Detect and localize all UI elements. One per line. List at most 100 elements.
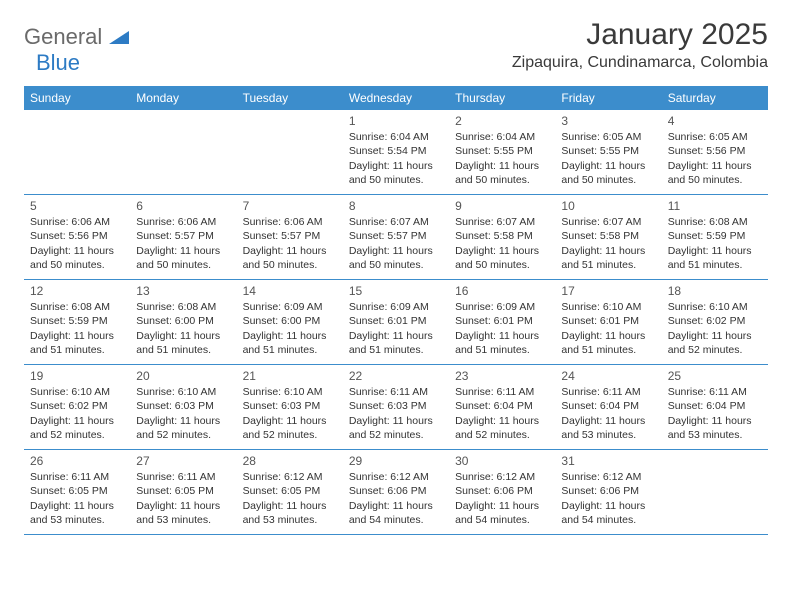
sunrise-text: Sunrise: 6:11 AM bbox=[30, 470, 124, 484]
day-cell: 5Sunrise: 6:06 AMSunset: 5:56 PMDaylight… bbox=[24, 195, 130, 279]
daylight-text: Daylight: 11 hours bbox=[455, 329, 549, 343]
daylight-text: Daylight: 11 hours bbox=[30, 499, 124, 513]
daylight-text: and 53 minutes. bbox=[136, 513, 230, 527]
day-number: 30 bbox=[455, 453, 549, 469]
daylight-text: and 50 minutes. bbox=[349, 173, 443, 187]
sunrise-text: Sunrise: 6:10 AM bbox=[243, 385, 337, 399]
day-number: 18 bbox=[668, 283, 762, 299]
day-number: 28 bbox=[243, 453, 337, 469]
sunset-text: Sunset: 6:04 PM bbox=[561, 399, 655, 413]
sunrise-text: Sunrise: 6:06 AM bbox=[243, 215, 337, 229]
sunrise-text: Sunrise: 6:12 AM bbox=[455, 470, 549, 484]
day-number: 4 bbox=[668, 113, 762, 129]
day-cell: 11Sunrise: 6:08 AMSunset: 5:59 PMDayligh… bbox=[662, 195, 768, 279]
day-cell: 2Sunrise: 6:04 AMSunset: 5:55 PMDaylight… bbox=[449, 110, 555, 194]
day-cell: 12Sunrise: 6:08 AMSunset: 5:59 PMDayligh… bbox=[24, 280, 130, 364]
day-cell: 28Sunrise: 6:12 AMSunset: 6:05 PMDayligh… bbox=[237, 450, 343, 534]
sunrise-text: Sunrise: 6:07 AM bbox=[561, 215, 655, 229]
day-cell: 24Sunrise: 6:11 AMSunset: 6:04 PMDayligh… bbox=[555, 365, 661, 449]
day-number: 15 bbox=[349, 283, 443, 299]
calendar-grid: SundayMondayTuesdayWednesdayThursdayFrid… bbox=[24, 86, 768, 535]
daylight-text: and 50 minutes. bbox=[349, 258, 443, 272]
daylight-text: and 51 minutes. bbox=[668, 258, 762, 272]
sunset-text: Sunset: 5:56 PM bbox=[30, 229, 124, 243]
daylight-text: and 53 minutes. bbox=[243, 513, 337, 527]
day-number: 24 bbox=[561, 368, 655, 384]
day-cell-empty bbox=[237, 110, 343, 194]
day-cell: 31Sunrise: 6:12 AMSunset: 6:06 PMDayligh… bbox=[555, 450, 661, 534]
day-number: 11 bbox=[668, 198, 762, 214]
sunrise-text: Sunrise: 6:11 AM bbox=[455, 385, 549, 399]
day-cell: 20Sunrise: 6:10 AMSunset: 6:03 PMDayligh… bbox=[130, 365, 236, 449]
daylight-text: and 51 minutes. bbox=[136, 343, 230, 357]
daylight-text: Daylight: 11 hours bbox=[561, 499, 655, 513]
daylight-text: Daylight: 11 hours bbox=[136, 414, 230, 428]
week-row: 26Sunrise: 6:11 AMSunset: 6:05 PMDayligh… bbox=[24, 450, 768, 535]
sunrise-text: Sunrise: 6:11 AM bbox=[668, 385, 762, 399]
sunset-text: Sunset: 5:55 PM bbox=[455, 144, 549, 158]
sunrise-text: Sunrise: 6:11 AM bbox=[136, 470, 230, 484]
day-number: 26 bbox=[30, 453, 124, 469]
sunrise-text: Sunrise: 6:04 AM bbox=[455, 130, 549, 144]
daylight-text: and 50 minutes. bbox=[30, 258, 124, 272]
daylight-text: Daylight: 11 hours bbox=[136, 244, 230, 258]
day-cell: 14Sunrise: 6:09 AMSunset: 6:00 PMDayligh… bbox=[237, 280, 343, 364]
daylight-text: and 51 minutes. bbox=[243, 343, 337, 357]
sunrise-text: Sunrise: 6:06 AM bbox=[30, 215, 124, 229]
day-cell-empty bbox=[662, 450, 768, 534]
daylight-text: and 54 minutes. bbox=[349, 513, 443, 527]
sunrise-text: Sunrise: 6:09 AM bbox=[349, 300, 443, 314]
sunrise-text: Sunrise: 6:12 AM bbox=[243, 470, 337, 484]
dow-cell: Wednesday bbox=[343, 86, 449, 110]
sunset-text: Sunset: 5:57 PM bbox=[136, 229, 230, 243]
daylight-text: and 52 minutes. bbox=[455, 428, 549, 442]
day-of-week-header: SundayMondayTuesdayWednesdayThursdayFrid… bbox=[24, 86, 768, 110]
daylight-text: and 52 minutes. bbox=[30, 428, 124, 442]
day-cell: 1Sunrise: 6:04 AMSunset: 5:54 PMDaylight… bbox=[343, 110, 449, 194]
dow-cell: Sunday bbox=[24, 86, 130, 110]
daylight-text: and 52 minutes. bbox=[668, 343, 762, 357]
sunset-text: Sunset: 6:03 PM bbox=[349, 399, 443, 413]
sunset-text: Sunset: 6:03 PM bbox=[243, 399, 337, 413]
sunrise-text: Sunrise: 6:05 AM bbox=[561, 130, 655, 144]
sunrise-text: Sunrise: 6:07 AM bbox=[349, 215, 443, 229]
daylight-text: Daylight: 11 hours bbox=[668, 159, 762, 173]
day-number: 20 bbox=[136, 368, 230, 384]
sunrise-text: Sunrise: 6:04 AM bbox=[349, 130, 443, 144]
week-row: 1Sunrise: 6:04 AMSunset: 5:54 PMDaylight… bbox=[24, 110, 768, 195]
sunset-text: Sunset: 5:57 PM bbox=[243, 229, 337, 243]
daylight-text: Daylight: 11 hours bbox=[349, 244, 443, 258]
day-cell: 16Sunrise: 6:09 AMSunset: 6:01 PMDayligh… bbox=[449, 280, 555, 364]
header: General Blue January 2025 Zipaquira, Cun… bbox=[24, 18, 768, 76]
daylight-text: Daylight: 11 hours bbox=[668, 244, 762, 258]
sunset-text: Sunset: 5:59 PM bbox=[30, 314, 124, 328]
daylight-text: Daylight: 11 hours bbox=[243, 244, 337, 258]
daylight-text: and 53 minutes. bbox=[30, 513, 124, 527]
day-cell-empty bbox=[130, 110, 236, 194]
daylight-text: and 50 minutes. bbox=[668, 173, 762, 187]
daylight-text: and 51 minutes. bbox=[30, 343, 124, 357]
daylight-text: and 51 minutes. bbox=[561, 343, 655, 357]
daylight-text: Daylight: 11 hours bbox=[668, 329, 762, 343]
day-number: 9 bbox=[455, 198, 549, 214]
week-row: 19Sunrise: 6:10 AMSunset: 6:02 PMDayligh… bbox=[24, 365, 768, 450]
day-cell: 19Sunrise: 6:10 AMSunset: 6:02 PMDayligh… bbox=[24, 365, 130, 449]
day-cell: 22Sunrise: 6:11 AMSunset: 6:03 PMDayligh… bbox=[343, 365, 449, 449]
logo-text-block: General Blue bbox=[24, 24, 129, 76]
day-cell: 9Sunrise: 6:07 AMSunset: 5:58 PMDaylight… bbox=[449, 195, 555, 279]
day-cell: 10Sunrise: 6:07 AMSunset: 5:58 PMDayligh… bbox=[555, 195, 661, 279]
sunrise-text: Sunrise: 6:12 AM bbox=[349, 470, 443, 484]
day-number: 3 bbox=[561, 113, 655, 129]
sunset-text: Sunset: 5:57 PM bbox=[349, 229, 443, 243]
daylight-text: and 50 minutes. bbox=[136, 258, 230, 272]
daylight-text: and 52 minutes. bbox=[136, 428, 230, 442]
sunset-text: Sunset: 6:05 PM bbox=[136, 484, 230, 498]
daylight-text: Daylight: 11 hours bbox=[30, 244, 124, 258]
title-block: January 2025 Zipaquira, Cundinamarca, Co… bbox=[512, 18, 768, 72]
day-number: 7 bbox=[243, 198, 337, 214]
month-title: January 2025 bbox=[512, 18, 768, 52]
day-number: 22 bbox=[349, 368, 443, 384]
day-number: 25 bbox=[668, 368, 762, 384]
sunrise-text: Sunrise: 6:07 AM bbox=[455, 215, 549, 229]
day-cell: 26Sunrise: 6:11 AMSunset: 6:05 PMDayligh… bbox=[24, 450, 130, 534]
